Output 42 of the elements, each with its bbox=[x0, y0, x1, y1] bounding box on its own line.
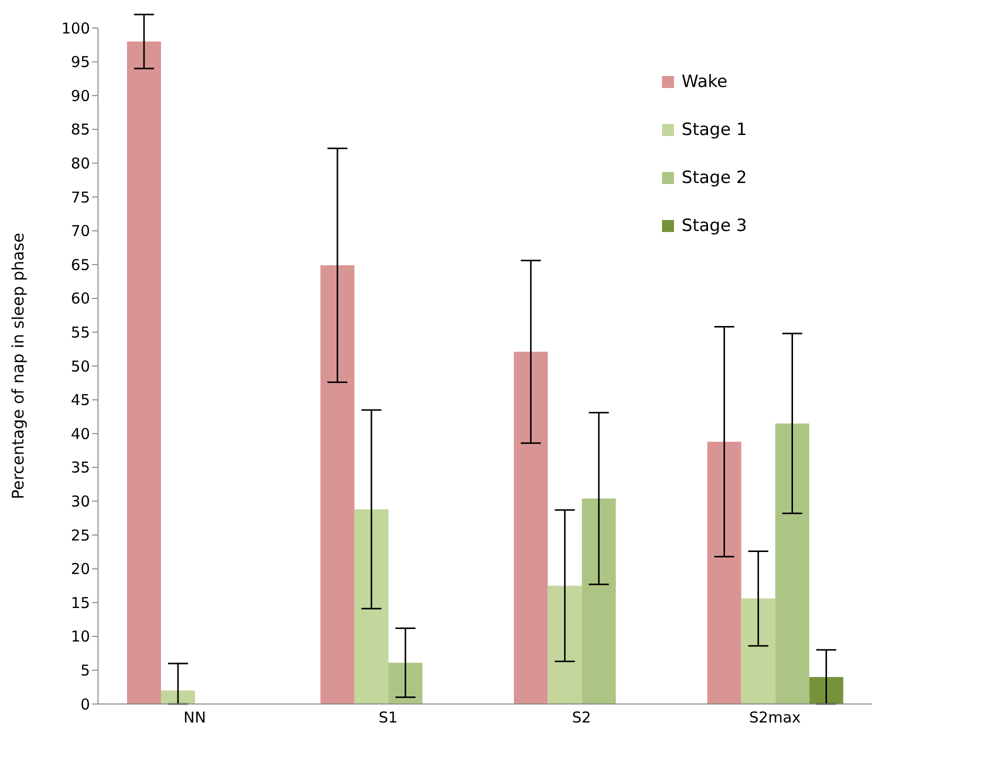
y-tick-label: 55 bbox=[70, 324, 90, 342]
y-tick-label: 70 bbox=[70, 222, 90, 240]
bar bbox=[514, 352, 548, 704]
y-tick-label: 90 bbox=[70, 86, 90, 105]
bar bbox=[775, 423, 810, 704]
bar bbox=[320, 265, 354, 704]
y-tick-label: 100 bbox=[61, 19, 90, 38]
bar bbox=[582, 498, 616, 704]
x-tick-label: S2 bbox=[572, 708, 592, 727]
y-tick-label: 80 bbox=[70, 154, 90, 173]
y-tick-label: 5 bbox=[80, 662, 90, 680]
legend-label: Stage 3 bbox=[682, 216, 747, 236]
y-tick-label: 65 bbox=[70, 256, 90, 274]
y-tick-label: 25 bbox=[70, 526, 90, 544]
y-tick-label: 35 bbox=[70, 458, 90, 477]
bar bbox=[127, 42, 162, 704]
bar bbox=[548, 586, 582, 704]
y-tick-label: 40 bbox=[70, 424, 90, 443]
y-tick-label: 95 bbox=[70, 53, 90, 72]
x-tick-label: NN bbox=[183, 708, 206, 727]
x-tick-label: S2max bbox=[749, 708, 801, 727]
bar bbox=[741, 598, 776, 704]
bar bbox=[388, 662, 422, 704]
y-tick-label: 15 bbox=[70, 594, 90, 612]
y-tick-label: 85 bbox=[70, 120, 90, 139]
y-tick-label: 0 bbox=[80, 695, 90, 714]
bar bbox=[809, 676, 844, 704]
y-tick-label: 60 bbox=[70, 290, 90, 308]
bar bbox=[161, 690, 196, 704]
bar bbox=[354, 509, 388, 704]
y-tick-label: 20 bbox=[70, 560, 90, 578]
y-tick-label: 50 bbox=[70, 357, 90, 376]
y-tick-label: 10 bbox=[70, 628, 90, 646]
y-tick-label: 30 bbox=[70, 492, 90, 511]
x-tick-label: S1 bbox=[378, 708, 398, 727]
legend-label: Stage 2 bbox=[682, 168, 747, 188]
legend-label: Stage 1 bbox=[682, 120, 747, 140]
y-tick-label: 75 bbox=[70, 188, 90, 206]
y-tick-label: 45 bbox=[70, 391, 90, 410]
y-axis-title: Percentage of nap in sleep phase bbox=[8, 232, 28, 500]
bar bbox=[707, 442, 742, 704]
legend-label: Wake bbox=[682, 72, 728, 92]
